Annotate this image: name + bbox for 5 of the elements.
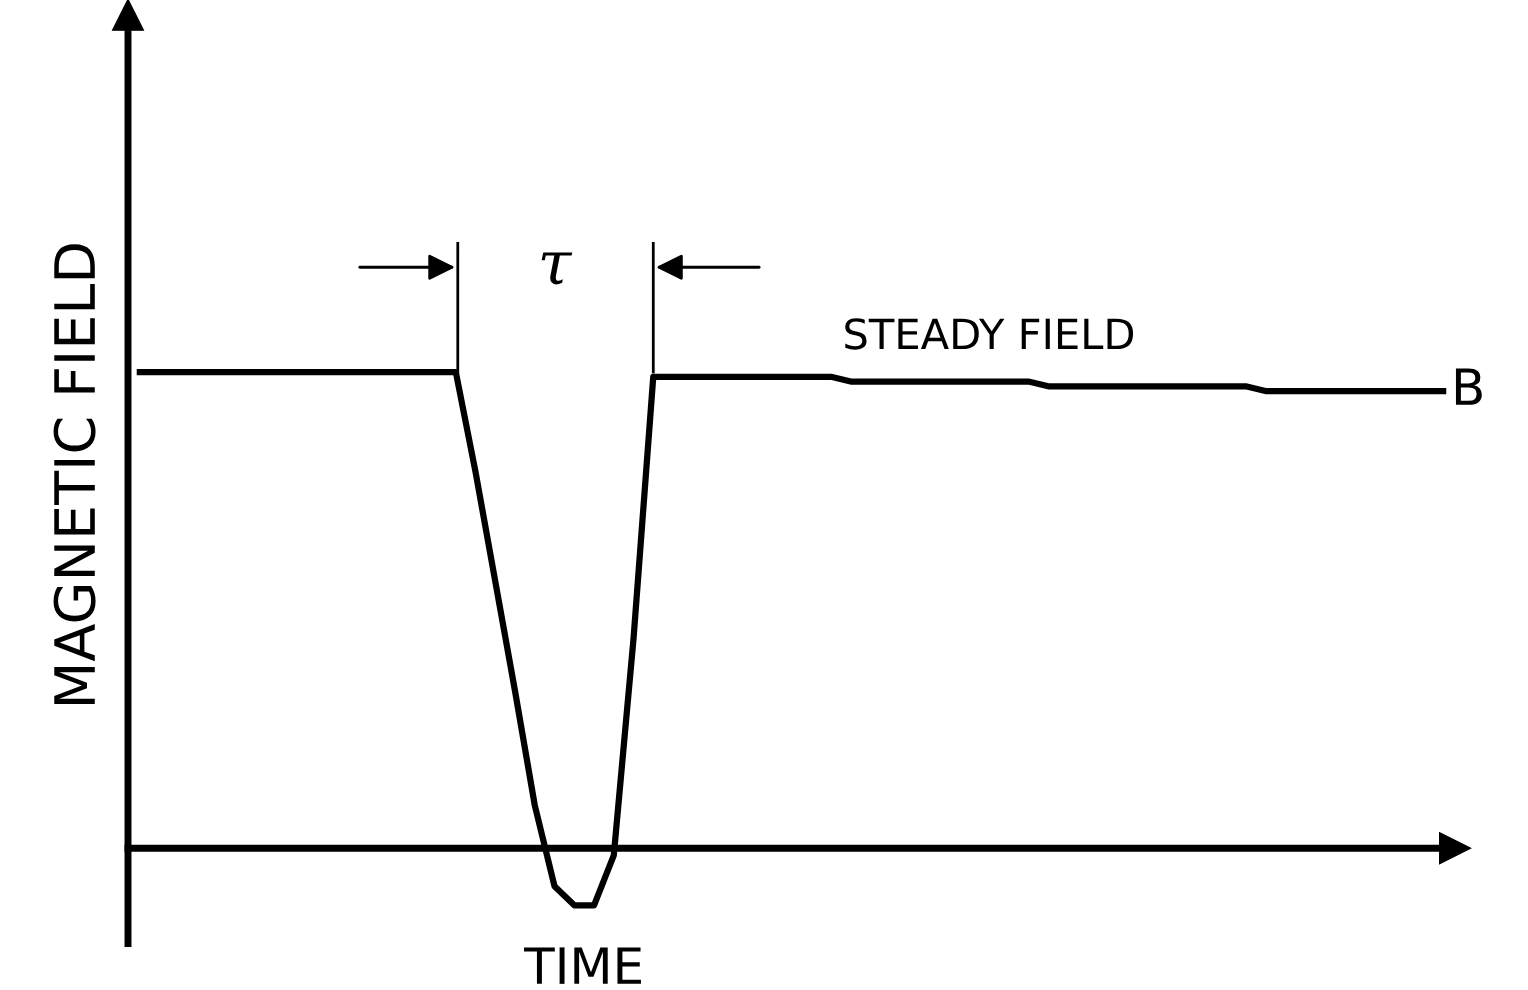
text: STEADY FIELD bbox=[845, 318, 1134, 350]
text: B bbox=[1455, 368, 1482, 405]
text: τ bbox=[541, 252, 573, 285]
y-axis-title: MAGNETIC FIELD bbox=[53, 244, 96, 705]
x-axis-title: TIME bbox=[524, 947, 641, 984]
